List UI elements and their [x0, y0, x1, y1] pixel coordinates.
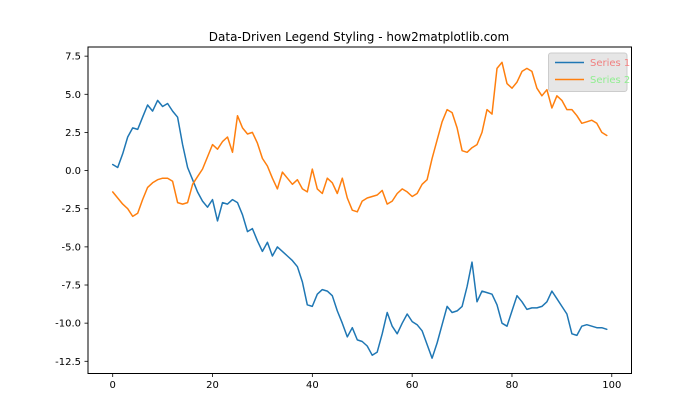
x-tick-label: 40: [306, 380, 319, 391]
chart-title: Data-Driven Legend Styling - how2matplot…: [209, 30, 509, 44]
x-tick-label: 80: [506, 380, 519, 391]
x-tick-label: 60: [406, 380, 419, 391]
y-tick-label: 7.5: [65, 52, 81, 63]
plot-area-border: [87, 46, 632, 374]
legend-label-series-1: Series 1: [590, 58, 630, 69]
x-tick-label: 100: [602, 380, 621, 391]
y-tick-label: -12.5: [55, 357, 81, 368]
y-tick-label: 5.0: [65, 90, 81, 101]
legend-label-series-2: Series 2: [590, 75, 630, 86]
y-tick-label: 2.5: [65, 128, 81, 139]
series-1-line: [111, 99, 608, 359]
series-lines: [111, 61, 608, 359]
y-axis: 7.5 5.0 2.5 0.0 -2.5 -5.0 -7.5 -10.0 -12.5: [55, 52, 88, 368]
y-tick-label: -7.5: [61, 281, 81, 292]
y-tick-label: -2.5: [61, 204, 81, 215]
series-2-line: [111, 61, 608, 218]
y-tick-label: -10.0: [55, 319, 81, 330]
y-tick-label: -5.0: [61, 242, 81, 253]
x-tick-label: 20: [206, 380, 219, 391]
x-axis: 0 20 40 60 80 100: [110, 373, 621, 391]
legend: Series 1 Series 2: [548, 52, 630, 92]
x-tick-label: 0: [110, 380, 116, 391]
y-tick-label: 0.0: [65, 166, 81, 177]
